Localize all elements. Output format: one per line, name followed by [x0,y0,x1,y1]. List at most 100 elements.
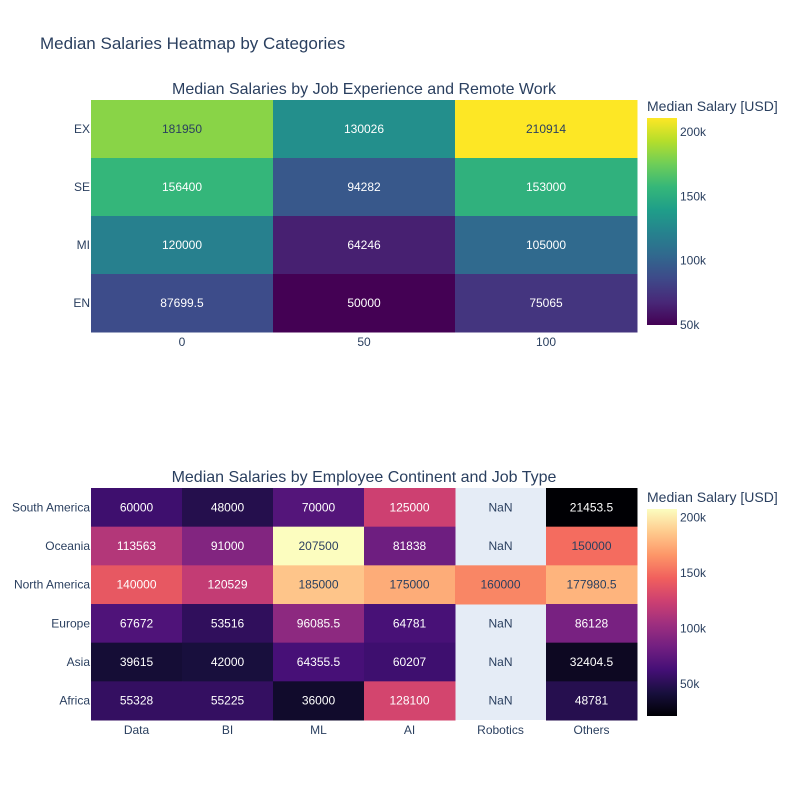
colorbar [647,118,677,325]
x-tick-label: 0 [179,335,186,349]
heatmap-cell [364,642,456,682]
heatmap-cell [546,642,638,682]
heatmap-cell [546,604,638,644]
y-tick-label: Asia [67,655,91,669]
subplot-title-0: Median Salaries by Job Experience and Re… [172,81,557,98]
heatmap-cell [182,604,274,644]
cell-label: 81838 [393,539,427,553]
page-title: Median Salaries Heatmap by Categories [40,34,346,53]
subplot-title-1: Median Salaries by Employee Continent an… [172,469,557,486]
heatmap-cell [546,526,638,566]
heatmap-cell [364,681,456,721]
cell-label: 150000 [571,539,611,553]
heatmap-cell [546,565,638,605]
heatmap-cell [455,274,638,333]
cell-label: 86128 [575,616,609,630]
cell-label: 185000 [298,578,338,592]
heatmap-cell [182,681,274,721]
heatmap-cell [364,604,456,644]
heatmap-cell [182,565,274,605]
cell-label: 125000 [389,500,429,514]
colorbar-tick-label: 150k [680,189,707,203]
colorbar-title: Median Salary [USD] [647,98,778,114]
heatmap-cell [455,565,547,605]
cell-label: 64781 [393,616,427,630]
cell-label: 153000 [526,180,566,194]
cell-label: 42000 [211,655,245,669]
heatmap-cell [455,100,638,159]
heatmap-cell [91,681,183,721]
cell-label: 177980.5 [566,578,616,592]
y-tick-label: MI [77,238,90,252]
cell-label: 120000 [162,238,202,252]
y-tick-label: EX [74,122,90,136]
cell-label: 181950 [162,122,202,136]
heatmap-cell [455,216,638,275]
y-tick-label: Oceania [45,539,90,553]
cell-label: 94282 [347,180,381,194]
colorbar-tick-label: 50k [680,677,700,691]
heatmap-cell [91,100,274,159]
heatmap-cell [455,158,638,217]
x-tick-label: BI [222,723,233,737]
x-tick-label: 50 [357,335,371,349]
heatmap-cell [273,604,365,644]
cell-label: 60207 [393,655,427,669]
heatmap-cell [91,642,183,682]
cell-label: 87699.5 [160,296,204,310]
cell-label: NaN [488,500,512,514]
heatmap-cell [273,100,456,159]
cell-label: 64355.5 [297,655,341,669]
colorbar-tick-label: 150k [680,566,707,580]
cell-label: 50000 [347,296,381,310]
x-tick-label: Robotics [477,723,524,737]
cell-label: 96085.5 [297,616,341,630]
heatmap-cell [546,681,638,721]
cell-label: 60000 [120,500,154,514]
x-tick-label: Others [573,723,609,737]
heatmap-cell [91,604,183,644]
cell-label: NaN [488,616,512,630]
x-tick-label: 100 [536,335,556,349]
heatmap-cell [91,274,274,333]
colorbar-tick-label: 50k [680,318,700,332]
heatmap-cell [91,216,274,275]
colorbar-tick-label: 200k [680,125,707,139]
heatmap-cell [273,642,365,682]
y-tick-label: Europe [51,616,90,630]
cell-label: 55225 [211,694,245,708]
cell-label: 70000 [302,500,336,514]
colorbar-tick-label: 100k [680,254,707,268]
heatmap-cell [91,565,183,605]
cell-label: 140000 [116,578,156,592]
heatmap-cell [546,488,638,528]
heatmap-cell [91,488,183,528]
colorbar-title: Median Salary [USD] [647,489,778,505]
x-tick-label: Data [124,723,150,737]
colorbar-tick-label: 100k [680,622,707,636]
y-tick-label: Africa [59,694,90,708]
cell-label: 210914 [526,122,566,136]
cell-label: 91000 [211,539,245,553]
cell-label: 64246 [347,238,381,252]
cell-label: 120529 [207,578,247,592]
cell-label: 105000 [526,238,566,252]
cell-label: 53516 [211,616,245,630]
cell-label: 175000 [389,578,429,592]
cell-label: 39615 [120,655,154,669]
heatmap-cell [91,158,274,217]
cell-label: NaN [488,539,512,553]
heatmap-cell [182,488,274,528]
colorbar [647,509,677,716]
heatmap-cell [91,526,183,566]
x-tick-label: ML [310,723,327,737]
heatmap-cell [182,526,274,566]
heatmap-cell [273,158,456,217]
y-tick-label: EN [73,296,90,310]
heatmap-cell [273,216,456,275]
heatmap-cell [273,565,365,605]
cell-label: 207500 [298,539,338,553]
cell-label: 48781 [575,694,609,708]
cell-label: 130026 [344,122,384,136]
